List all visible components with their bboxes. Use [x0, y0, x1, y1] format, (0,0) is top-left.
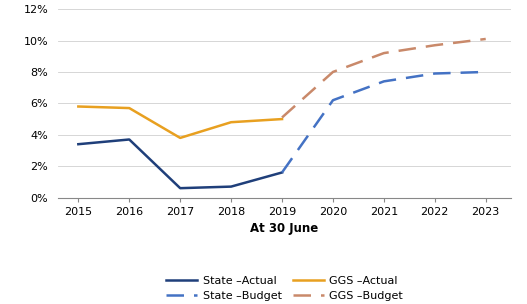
- X-axis label: At 30 June: At 30 June: [250, 222, 319, 235]
- Legend: State –Actual, State –Budget, GGS –Actual, GGS –Budget: State –Actual, State –Budget, GGS –Actua…: [166, 276, 403, 301]
